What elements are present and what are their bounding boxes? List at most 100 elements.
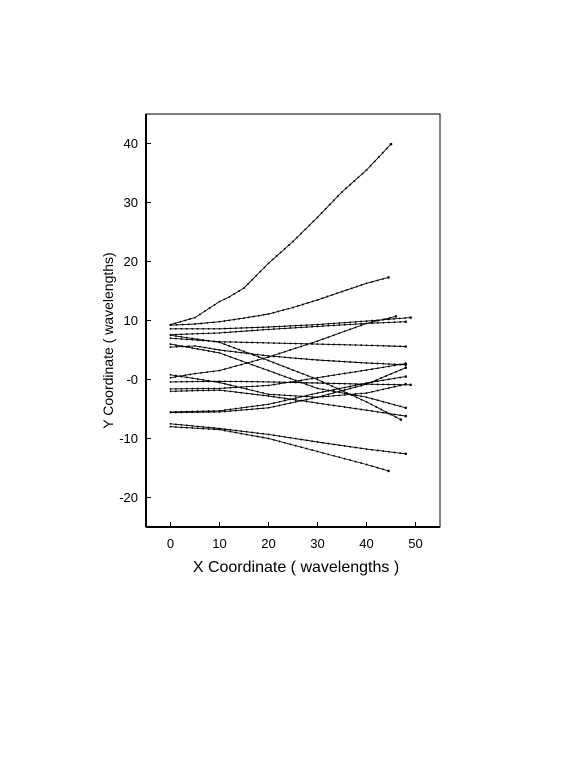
- data-point: [357, 176, 360, 179]
- data-point: [196, 411, 199, 414]
- data-point: [360, 320, 363, 323]
- series-line: [170, 389, 406, 417]
- data-point: [208, 307, 211, 309]
- data-point: [382, 362, 385, 365]
- data-point: [393, 403, 396, 406]
- data-point: [321, 325, 324, 328]
- data-point: [238, 290, 241, 292]
- data-point: [180, 387, 183, 390]
- data-point: [277, 310, 280, 313]
- data-point: [375, 406, 378, 408]
- data-point: [223, 428, 226, 431]
- data-point: [278, 404, 281, 407]
- data-point: [360, 447, 363, 450]
- data-point: [180, 338, 183, 340]
- data-point: [262, 357, 265, 360]
- data-point: [332, 454, 335, 457]
- data-point: [180, 335, 183, 338]
- data-point: [289, 324, 292, 327]
- data-point: [371, 465, 373, 468]
- data-point: [283, 435, 286, 438]
- data-point: [354, 320, 357, 323]
- data-point: [283, 375, 286, 378]
- data-point: [256, 407, 259, 410]
- data-point: [321, 391, 324, 393]
- data-point: [267, 328, 270, 331]
- data-point: [393, 413, 396, 416]
- data-point: [169, 346, 172, 349]
- data-point: [218, 351, 221, 354]
- data-point: [196, 387, 199, 390]
- data-point: [234, 357, 237, 360]
- data-point: [257, 356, 260, 358]
- data-point: [371, 321, 374, 323]
- data-point: [354, 383, 357, 385]
- data-point: [251, 360, 254, 363]
- data-point: [278, 400, 281, 403]
- data-point: [338, 373, 341, 376]
- data-point: [369, 164, 372, 167]
- data-point: [229, 366, 232, 369]
- data-point: [327, 375, 330, 377]
- data-point: [336, 292, 339, 295]
- data-point: [218, 428, 221, 431]
- data-point: [345, 187, 348, 190]
- data-point: [179, 320, 182, 323]
- data-point: [233, 292, 236, 295]
- data-point: [349, 183, 352, 186]
- data-point: [305, 378, 308, 381]
- data-point: [289, 394, 292, 397]
- data-point: [390, 372, 392, 375]
- data-point: [338, 444, 341, 447]
- data-point: [272, 434, 275, 437]
- data-point: [399, 363, 402, 366]
- data-point: [234, 365, 237, 368]
- data-point: [349, 323, 352, 326]
- data-point: [272, 395, 275, 398]
- data-point: [251, 363, 254, 366]
- x-tick-label: 0: [167, 536, 174, 551]
- data-point: [191, 387, 194, 390]
- data-point: [338, 343, 341, 346]
- data-point: [181, 323, 184, 326]
- data-point: [338, 324, 341, 327]
- data-point: [371, 383, 373, 386]
- data-point: [228, 319, 231, 322]
- data-point: [240, 409, 243, 412]
- data-point: [256, 404, 259, 407]
- data-point: [370, 381, 373, 384]
- data-point: [174, 411, 177, 414]
- data-point: [262, 328, 265, 331]
- data-point: [382, 411, 385, 414]
- data-point: [382, 277, 384, 280]
- data-point: [382, 388, 385, 391]
- data-point: [404, 375, 408, 378]
- data-point: [207, 426, 210, 429]
- data-point: [287, 367, 290, 370]
- data-point: [256, 329, 259, 332]
- data-point: [343, 406, 346, 408]
- data-point: [305, 326, 308, 329]
- data-point: [212, 370, 215, 373]
- data-point: [278, 355, 281, 358]
- data-point: [371, 410, 374, 412]
- data-point: [229, 390, 232, 393]
- data-point: [343, 360, 346, 363]
- x-tick-label: 20: [261, 536, 275, 551]
- data-point: [174, 374, 177, 377]
- data-point: [321, 343, 324, 346]
- data-point: [196, 332, 199, 335]
- x-tick-label: 40: [359, 536, 373, 551]
- data-point: [312, 220, 315, 223]
- data-point: [223, 320, 226, 322]
- data-point: [316, 387, 319, 390]
- data-point: [371, 362, 374, 365]
- data-point: [245, 388, 248, 390]
- data-point: [355, 285, 358, 288]
- data-point: [376, 449, 379, 452]
- data-point: [245, 362, 248, 365]
- data-point: [267, 395, 270, 397]
- data-point: [382, 400, 385, 403]
- data-point: [371, 448, 374, 451]
